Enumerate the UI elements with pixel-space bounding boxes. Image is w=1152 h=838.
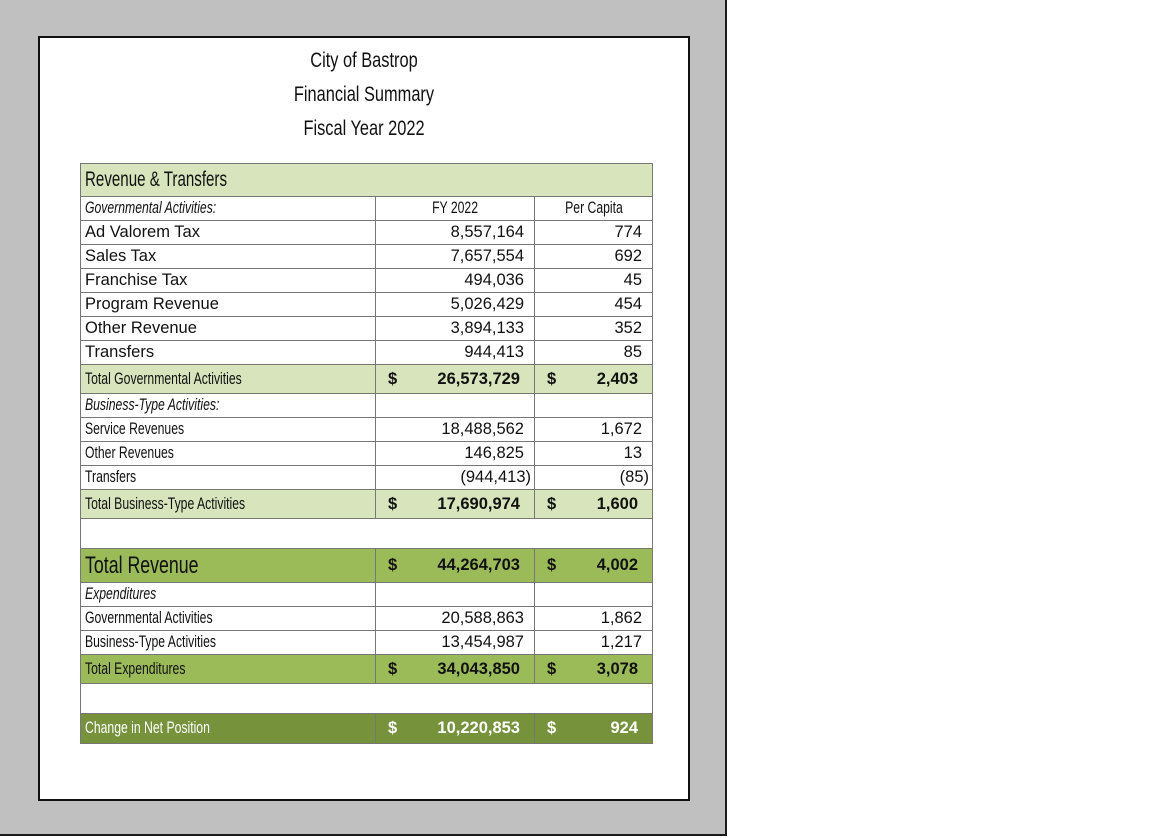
row-fy: 494,036 [375,268,535,293]
blank-row [79,518,654,549]
title-report: Financial Summary [293,83,435,106]
currency-symbol: $ [547,659,557,678]
title-block: City of Bastrop Financial Summary Fiscal… [40,44,688,146]
row-label: Business-Type Activities [85,633,216,651]
row-label: Other Revenues [85,444,174,462]
row-fy: 146,825 [375,441,535,466]
total-expenditures-pc: 3,078 [596,659,639,678]
total-revenue-pc: 4,002 [596,556,639,574]
blank-row [79,683,654,714]
title-city: City of Bastrop [310,49,418,72]
row-per-capita: 352 [533,316,654,341]
table-row: Ad Valorem Tax 8,557,164 774 [80,220,654,245]
col-per-capita-header: Per Capita [564,199,623,217]
exp-label-row: Expenditures [80,582,654,607]
table-row: Program Revenue 5,026,429 454 [80,292,654,317]
currency-symbol: $ [547,369,557,388]
row-label: Service Revenues [85,420,185,438]
col-fy-header: FY 2022 [432,199,478,217]
table-row: Transfers (944,413) (85) [80,465,654,490]
change-net-position-label: Change in Net Position [85,719,210,737]
currency-symbol: $ [547,556,557,574]
financial-summary-table: Revenue & Transfers Governmental Activit… [79,163,654,744]
row-per-capita: 85 [533,340,654,365]
table-row: Other Revenues 146,825 13 [80,441,654,466]
row-per-capita: 692 [533,244,654,269]
currency-symbol: $ [388,659,398,678]
change-net-position-fy: 10,220,853 [437,719,520,737]
total-revenue-fy: 44,264,703 [437,556,520,574]
row-label: Other Revenue [80,316,376,341]
row-fy: 944,413 [375,340,535,365]
row-per-capita: 1,217 [533,630,654,655]
table-row: Sales Tax 7,657,554 692 [80,244,654,269]
bus-label-row: Business-Type Activities: [80,393,654,418]
currency-symbol: $ [388,556,398,574]
bus-total-pc: 1,600 [596,494,639,513]
gov-activities-label: Governmental Activities: [85,199,217,217]
title-fiscal-year: Fiscal Year 2022 [303,117,425,140]
bus-total-fy: 17,690,974 [437,494,520,513]
row-label: Sales Tax [80,244,376,269]
gov-total-pc: 2,403 [596,369,639,388]
table-row: Other Revenue 3,894,133 352 [80,316,654,341]
document-sheet: City of Bastrop Financial Summary Fiscal… [38,36,690,801]
expenditures-label: Expenditures [85,585,157,603]
row-label: Governmental Activities [85,609,213,627]
change-net-position-row: Change in Net Position $10,220,853 $924 [80,713,654,744]
row-fy: 7,657,554 [375,244,535,269]
row-per-capita: 45 [533,268,654,293]
row-label: Transfers [85,468,137,486]
total-revenue-row: Total Revenue $44,264,703 $4,002 [80,548,654,583]
row-per-capita: (85) [533,465,654,490]
currency-symbol: $ [547,494,557,513]
column-header-row: Governmental Activities: FY 2022 Per Cap… [80,196,654,221]
section-header-row: Revenue & Transfers [79,163,654,197]
table-row: Franchise Tax 494,036 45 [80,268,654,293]
bus-total-row: Total Business-Type Activities $17,690,9… [80,489,654,519]
row-fy: (944,413) [375,465,535,490]
row-label: Program Revenue [80,292,376,317]
bus-total-label: Total Business-Type Activities [85,494,246,513]
total-expenditures-fy: 34,043,850 [437,659,520,678]
section-header: Revenue & Transfers [85,168,228,191]
row-label: Transfers [80,340,376,365]
row-fy: 8,557,164 [375,220,535,245]
table-row: Transfers 944,413 85 [80,340,654,365]
gov-total-row: Total Governmental Activities $26,573,72… [80,364,654,394]
row-per-capita: 454 [533,292,654,317]
total-expenditures-label: Total Expenditures [85,659,186,678]
currency-symbol: $ [388,369,398,388]
row-per-capita: 1,672 [533,417,654,442]
currency-symbol: $ [388,719,398,737]
total-revenue-label: Total Revenue [85,551,199,579]
row-fy: 18,488,562 [375,417,535,442]
row-label: Franchise Tax [80,268,376,293]
gov-total-label: Total Governmental Activities [85,369,242,388]
table-row: Business-Type Activities 13,454,987 1,21… [80,630,654,655]
row-fy: 3,894,133 [375,316,535,341]
row-per-capita: 1,862 [533,606,654,631]
change-net-position-pc: 924 [610,719,639,737]
bus-activities-label: Business-Type Activities: [85,396,220,414]
outer-frame: City of Bastrop Financial Summary Fiscal… [0,0,727,836]
row-per-capita: 774 [533,220,654,245]
row-label: Ad Valorem Tax [80,220,376,245]
row-fy: 20,588,863 [375,606,535,631]
total-expenditures-row: Total Expenditures $34,043,850 $3,078 [80,654,654,684]
currency-symbol: $ [388,494,398,513]
row-fy: 13,454,987 [375,630,535,655]
row-fy: 5,026,429 [375,292,535,317]
table-row: Service Revenues 18,488,562 1,672 [80,417,654,442]
row-per-capita: 13 [533,441,654,466]
table-row: Governmental Activities 20,588,863 1,862 [80,606,654,631]
currency-symbol: $ [547,719,557,737]
gov-total-fy: 26,573,729 [437,369,520,388]
